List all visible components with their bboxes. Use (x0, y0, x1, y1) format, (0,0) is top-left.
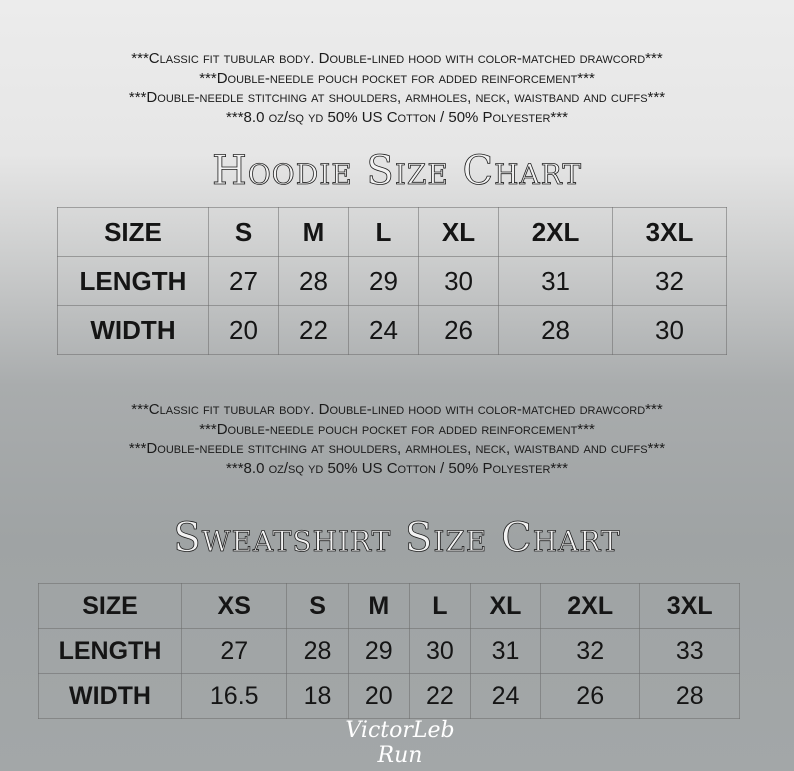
table-cell: 28 (639, 673, 740, 719)
header-cell: L (408, 583, 471, 629)
note: ***8.0 oz/sq yd 50% US Cotton / 50% Poly… (226, 108, 568, 126)
table-row: WIDTH 20 22 24 26 28 30 (57, 305, 727, 355)
table-cell: 22 (278, 305, 349, 355)
table-cell: 33 (639, 628, 740, 674)
header-row: SIZE XS S M L XL 2XL 3XL (38, 583, 740, 629)
row-label: LENGTH (38, 628, 182, 674)
header-cell: 3XL (612, 207, 727, 257)
table-cell: 28 (498, 305, 614, 355)
header-cell: XL (469, 583, 541, 629)
signature-logo: VictorLeb Run (345, 718, 455, 768)
table-cell: 28 (286, 628, 349, 674)
table-cell: 30 (612, 305, 727, 355)
header-cell: S (208, 207, 279, 257)
table-cell: 29 (347, 628, 410, 674)
table-cell: 32 (612, 256, 727, 306)
table-row: LENGTH 27 28 29 30 31 32 33 (38, 628, 740, 674)
header-cell: L (348, 207, 419, 257)
header-cell: 3XL (639, 583, 740, 629)
header-cell: 2XL (498, 207, 614, 257)
table-cell: 27 (180, 628, 288, 674)
sweatshirt-title: Sweatshirt Size Chart (173, 515, 621, 562)
table-cell: 28 (278, 256, 349, 306)
note: ***Classic fit tubular body. Double-line… (131, 50, 663, 67)
header-cell: M (347, 583, 410, 629)
header-row: SIZE S M L XL 2XL 3XL (57, 207, 727, 257)
row-label: LENGTH (57, 256, 209, 306)
table-cell: 24 (348, 305, 419, 355)
table-cell: 20 (347, 673, 410, 719)
table-cell: 32 (539, 628, 641, 674)
table-cell: 31 (498, 256, 614, 306)
header-cell: XL (417, 207, 500, 257)
table-cell: 20 (208, 305, 279, 355)
header-cell: M (278, 207, 349, 257)
header-cell: XS (180, 583, 288, 629)
header-cell: 2XL (539, 583, 641, 629)
hoodie-title: Hoodie Size Chart (211, 148, 583, 195)
table-cell: 30 (417, 256, 500, 306)
note: ***8.0 oz/sq yd 50% US Cotton / 50% Poly… (226, 459, 568, 477)
table-cell: 22 (408, 673, 471, 719)
row-label: WIDTH (38, 673, 182, 719)
table-cell: 26 (539, 673, 641, 719)
table-cell: 29 (348, 256, 419, 306)
sweatshirt-size-table: SIZE XS S M L XL 2XL 3XL LENGTH 27 28 29 30 31 32 33 WID… (38, 583, 740, 719)
table-row: LENGTH 27 28 29 30 31 32 (57, 256, 727, 306)
table-cell: 26 (417, 305, 500, 355)
table-cell: 30 (408, 628, 471, 674)
table-cell: 24 (469, 673, 541, 719)
hoodie-size-table: SIZE S M L XL 2XL 3XL LENGTH 27 28 29 30 31 32 WIDTH 20… (57, 207, 727, 355)
table-row: WIDTH 16.5 18 20 22 24 26 28 (38, 673, 740, 719)
hoodie-notes: ***Classic fit tubular body. Double-line… (0, 49, 794, 127)
table-cell: 31 (469, 628, 541, 674)
table-cell: 18 (286, 673, 349, 719)
note: ***Double-needle pouch pocket for added … (199, 69, 595, 87)
note: ***Double-needle stitching at shoulders,… (128, 440, 666, 457)
note: ***Double-needle stitching at shoulders,… (128, 89, 666, 106)
table-cell: 16.5 (180, 673, 288, 719)
note: ***Classic fit tubular body. Double-line… (131, 401, 663, 418)
sweatshirt-notes: ***Classic fit tubular body. Double-line… (0, 400, 794, 478)
note: ***Double-needle pouch pocket for added … (199, 420, 595, 438)
table-cell: 27 (208, 256, 279, 306)
header-cell: SIZE (57, 207, 209, 257)
header-cell: SIZE (38, 583, 182, 629)
row-label: WIDTH (57, 305, 209, 355)
header-cell: S (286, 583, 349, 629)
